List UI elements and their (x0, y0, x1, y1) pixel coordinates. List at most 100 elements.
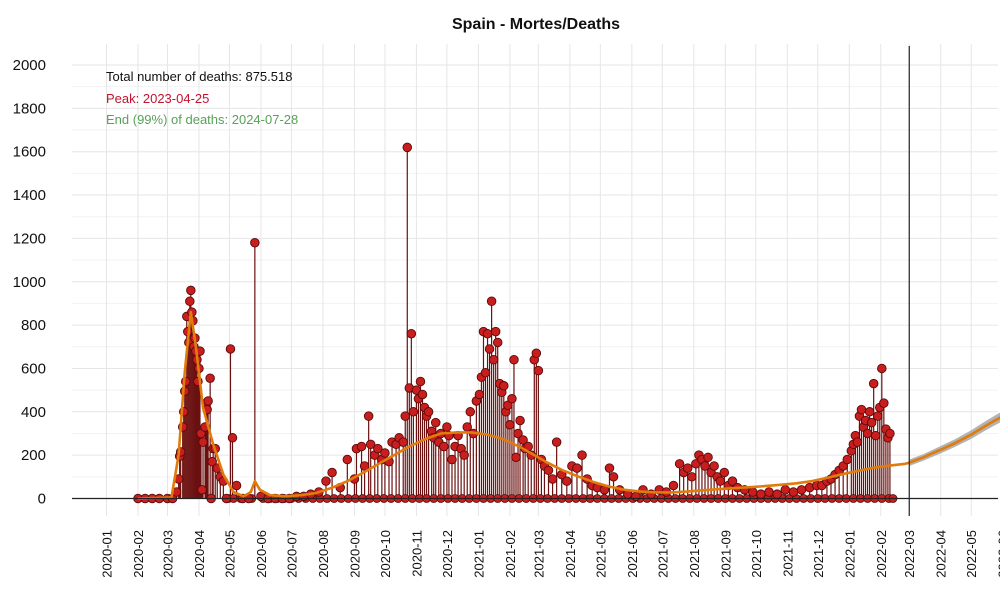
daily-point (439, 441, 449, 452)
daily-point (492, 337, 503, 348)
x-tick-label: 2020-01 (100, 530, 115, 578)
daily-point (480, 368, 491, 378)
daily-point (465, 407, 476, 417)
y-tick-label: 400 (21, 404, 46, 421)
daily-point (488, 355, 499, 365)
x-tick-label: 2020-07 (284, 530, 299, 578)
daily-point (856, 404, 867, 415)
daily-point (604, 463, 615, 473)
x-tick-label: 2020-03 (161, 530, 176, 578)
x-tick-label: 2020-12 (440, 530, 455, 578)
daily-point (551, 437, 562, 447)
daily-point (417, 389, 428, 400)
daily-point (687, 472, 697, 482)
x-tick-label: 2020-06 (254, 530, 269, 578)
grid-lines (72, 44, 998, 516)
daily-point (674, 459, 685, 469)
x-tick-label: 2021-05 (593, 530, 608, 578)
x-tick-label: 2021-03 (531, 530, 546, 578)
annotation-end: End (99%) of deaths: 2024-07-28 (106, 112, 298, 127)
daily-point (447, 454, 457, 465)
daily-point (513, 428, 523, 439)
daily-point (415, 376, 426, 387)
daily-point (507, 394, 517, 404)
y-tick-label: 1200 (13, 230, 46, 247)
daily-point (748, 487, 758, 497)
smooth-curve-group (137, 310, 1000, 500)
daily-point (490, 326, 501, 337)
daily-point (198, 437, 208, 447)
daily-point (363, 411, 374, 421)
daily-point (703, 452, 713, 463)
daily-point (515, 415, 525, 426)
forecast-band (909, 412, 1000, 466)
daily-point (866, 417, 877, 428)
daily-point (572, 463, 582, 473)
daily-point (400, 411, 410, 421)
daily-point (780, 485, 791, 495)
daily-point (373, 443, 383, 454)
x-tick-label: 2021-04 (563, 530, 578, 578)
daily-point (186, 285, 196, 296)
x-tick-label: 2022-01 (842, 530, 857, 578)
x-axis-ticks: 2020-01 2020-02 2020-03 2020-04 2020-05 2020-… (100, 530, 1000, 578)
daily-point (442, 422, 452, 432)
daily-point (531, 348, 542, 359)
y-tick-label: 600 (21, 360, 46, 377)
daily-point (518, 435, 528, 445)
daily-point (608, 472, 619, 482)
daily-point (482, 329, 493, 339)
daily-point (868, 378, 879, 389)
daily-point (499, 381, 509, 391)
y-tick-label: 800 (21, 317, 46, 334)
daily-point (796, 485, 807, 495)
y-tick-label: 1400 (13, 187, 46, 204)
daily-point (203, 396, 213, 406)
y-axis-ticks: 0 200 400 600 800 1000 1200 1400 1600 1800 2000 (13, 57, 46, 508)
daily-point (459, 450, 469, 460)
daily-point (709, 461, 719, 471)
daily-point (197, 485, 207, 495)
daily-point (764, 487, 774, 497)
x-tick-label: 2022-03 (902, 530, 917, 578)
daily-point (877, 363, 887, 374)
daily-point (365, 439, 376, 450)
daily-point (852, 437, 863, 447)
x-tick-label: 2020-04 (192, 530, 207, 578)
daily-point (484, 344, 495, 354)
x-tick-label: 2021-07 (655, 530, 670, 578)
daily-point (327, 467, 337, 478)
daily-point (533, 365, 544, 376)
forecast-confidence-band (909, 412, 1000, 466)
daily-point (511, 452, 521, 463)
daily-point (227, 433, 238, 443)
daily-point (406, 329, 417, 339)
y-tick-label: 1800 (13, 100, 46, 117)
x-tick-label: 2021-09 (718, 530, 733, 578)
x-tick-label: 2022-04 (934, 530, 949, 578)
daily-point (864, 407, 875, 417)
smooth-curve (137, 310, 1000, 500)
daily-point (543, 465, 554, 476)
x-tick-label: 2022-02 (874, 530, 889, 578)
daily-point (321, 476, 331, 486)
daily-point (231, 480, 242, 491)
daily-point (862, 428, 873, 439)
daily-point (505, 420, 515, 430)
x-tick-label: 2021-02 (503, 530, 518, 578)
x-tick-label: 2021-10 (749, 530, 764, 578)
daily-point (788, 487, 799, 497)
daily-point (719, 467, 730, 478)
daily-point (250, 237, 260, 248)
reference-lines (72, 46, 998, 516)
y-tick-label: 200 (21, 447, 46, 464)
daily-point (225, 344, 236, 354)
daily-stems (176, 147, 891, 499)
daily-point (842, 454, 853, 465)
daily-point (547, 474, 558, 484)
x-tick-label: 2020-08 (316, 530, 331, 578)
daily-point (408, 407, 419, 417)
daily-point (342, 454, 353, 465)
daily-point (772, 489, 782, 499)
